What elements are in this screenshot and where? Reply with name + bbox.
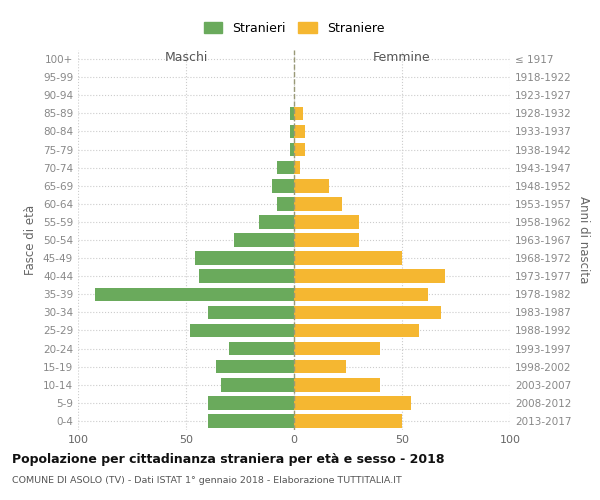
Y-axis label: Fasce di età: Fasce di età <box>25 205 37 275</box>
Bar <box>259 215 294 228</box>
Bar <box>233 233 294 247</box>
Text: Popolazione per cittadinanza straniera per età e sesso - 2018: Popolazione per cittadinanza straniera p… <box>12 452 445 466</box>
Bar <box>294 414 402 428</box>
Bar <box>294 288 428 301</box>
Bar <box>294 179 329 192</box>
Bar <box>294 106 302 120</box>
Bar <box>221 378 294 392</box>
Bar <box>294 233 359 247</box>
Bar <box>208 306 294 319</box>
Bar <box>294 306 441 319</box>
Bar <box>95 288 294 301</box>
Bar <box>190 324 294 338</box>
Bar <box>199 270 294 283</box>
Bar <box>294 378 380 392</box>
Text: COMUNE DI ASOLO (TV) - Dati ISTAT 1° gennaio 2018 - Elaborazione TUTTITALIA.IT: COMUNE DI ASOLO (TV) - Dati ISTAT 1° gen… <box>12 476 402 485</box>
Bar <box>294 124 305 138</box>
Bar <box>294 324 419 338</box>
Bar <box>272 179 294 192</box>
Legend: Stranieri, Straniere: Stranieri, Straniere <box>200 18 388 38</box>
Bar <box>216 360 294 374</box>
Bar <box>290 106 294 120</box>
Bar <box>194 252 294 265</box>
Bar <box>294 142 305 156</box>
Bar <box>290 124 294 138</box>
Text: Femmine: Femmine <box>373 51 431 64</box>
Bar <box>294 270 445 283</box>
Bar <box>294 396 410 409</box>
Bar <box>229 342 294 355</box>
Bar <box>277 197 294 210</box>
Bar <box>294 215 359 228</box>
Bar <box>290 142 294 156</box>
Bar <box>294 360 346 374</box>
Bar <box>294 161 301 174</box>
Bar <box>208 414 294 428</box>
Bar <box>208 396 294 409</box>
Bar <box>294 342 380 355</box>
Y-axis label: Anni di nascita: Anni di nascita <box>577 196 590 284</box>
Bar <box>294 197 341 210</box>
Bar <box>277 161 294 174</box>
Bar <box>294 252 402 265</box>
Text: Maschi: Maschi <box>164 51 208 64</box>
